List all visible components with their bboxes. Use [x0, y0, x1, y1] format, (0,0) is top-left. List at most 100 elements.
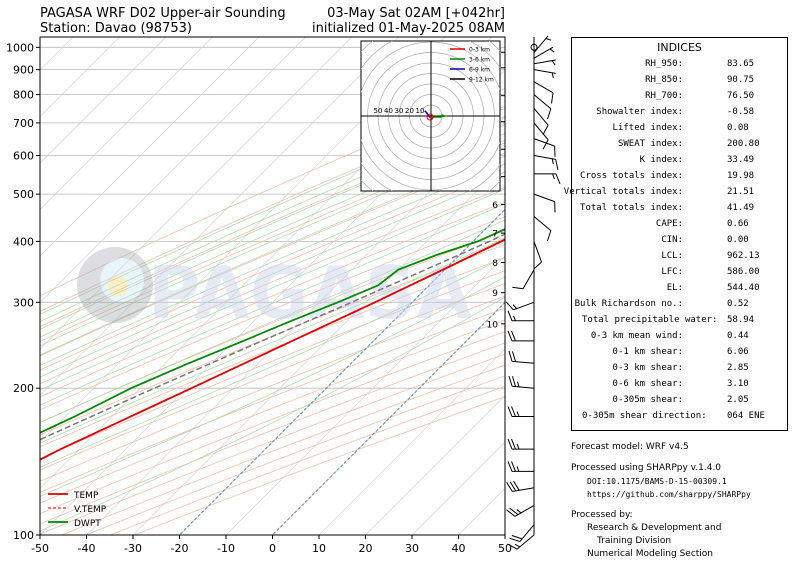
doi-text: DOI:10.1175/BAMS-D-15-00309.1 — [571, 475, 801, 488]
model-text: Forecast model: WRF v4.5 — [571, 441, 801, 454]
hodograph-legend-label: 3-6 km — [469, 57, 490, 64]
index-label: Total totals index: — [580, 200, 683, 216]
title-right-line2: initialized 01-May-2025 08AM — [312, 21, 505, 36]
wind-barb — [508, 439, 534, 449]
height-tick-label: 6 — [492, 201, 498, 211]
title-left-line2: Station: Davao (98753) — [40, 21, 286, 36]
index-row: 0-3 km mean wind: 0.44 — [572, 328, 787, 344]
pressure-tick-label: 300 — [13, 296, 34, 309]
index-row: Showalter index:-0.58 — [572, 104, 787, 120]
index-row: 0-305m shear direction:064 ENE — [572, 408, 787, 424]
x-tick-label: 0 — [269, 542, 276, 555]
pressure-tick-label: 400 — [13, 235, 34, 248]
index-row: CAPE: 0.66 — [572, 216, 787, 232]
wind-barb — [508, 461, 534, 471]
index-label: RH_850: — [645, 72, 683, 88]
index-value: 0.00 — [727, 232, 749, 248]
x-tick-label: 10 — [312, 542, 326, 555]
index-label: 0-3 km mean wind: — [591, 328, 683, 344]
index-value: 0.44 — [727, 328, 749, 344]
x-tick-label: 50 — [498, 542, 512, 555]
sharppy-url-text: https://github.com/sharppy/SHARPpy — [571, 488, 801, 501]
processed-by-text: Processed by: — [571, 509, 801, 522]
height-tick-label: 9 — [492, 289, 498, 299]
hodograph-ring-label: 10 — [416, 107, 425, 115]
height-tick-label: 8 — [492, 259, 498, 269]
index-label: Total precipitable water: — [582, 312, 717, 328]
watermark-text: PAGASA — [148, 251, 473, 335]
hodograph-ring-label: 20 — [405, 107, 414, 115]
index-label: 0-305m shear: — [613, 392, 683, 408]
wind-barb — [508, 351, 535, 363]
index-value: 0.52 — [727, 296, 749, 312]
index-label: Vertical totals index: — [564, 184, 683, 200]
title-left-line1: PAGASA WRF D02 Upper-air Sounding — [40, 6, 286, 21]
hodograph-ring-label: 50 — [374, 107, 383, 115]
index-row: EL: 544.40 — [572, 280, 787, 296]
height-tick-label: 10 — [487, 320, 499, 330]
pressure-tick-label: 900 — [13, 64, 34, 77]
index-value: 21.51 — [727, 184, 754, 200]
index-value: 2.05 — [727, 392, 749, 408]
x-tick-label: -30 — [124, 542, 142, 555]
legend-label: V.TEMP — [74, 505, 107, 515]
wind-barb — [507, 478, 534, 492]
x-tick-label: 20 — [359, 542, 373, 555]
x-tick-label: 30 — [405, 542, 419, 555]
division-line1: Research & Development and — [571, 522, 801, 535]
height-tick-label: 7 — [492, 230, 498, 240]
index-value: 2.85 — [727, 360, 749, 376]
wind-barb — [533, 70, 556, 79]
section-text: Numerical Modeling Section — [571, 548, 801, 561]
index-value: 6.06 — [727, 344, 749, 360]
indices-header: INDICES — [572, 41, 787, 54]
index-label: CIN: — [661, 232, 683, 248]
index-row: 0-6 km shear:3.10 — [572, 376, 787, 392]
title-right: 03-May Sat 02AM [+042hr] initialized 01-… — [312, 6, 505, 36]
index-value: -0.58 — [727, 104, 754, 120]
wind-barb — [528, 95, 554, 119]
index-value: 90.75 — [727, 72, 754, 88]
index-label: Cross totals index: — [580, 168, 683, 184]
index-label: RH_700: — [645, 88, 683, 104]
index-label: CAPE: — [656, 216, 683, 232]
index-row: Lifted index:0.08 — [572, 120, 787, 136]
index-row: Total totals index:41.49 — [572, 200, 787, 216]
x-tick-label: -10 — [217, 542, 235, 555]
hodograph-legend-label: 0-3 km — [469, 47, 490, 54]
wind-barb — [510, 518, 534, 544]
index-value: 544.40 — [727, 280, 760, 296]
index-row: 0-1 km shear: 6.06 — [572, 344, 787, 360]
hodograph-legend-label: 6-9 km — [469, 67, 490, 74]
index-label: K index: — [640, 152, 683, 168]
wind-barb — [534, 60, 557, 69]
wind-barb — [508, 376, 535, 388]
index-row: RH_850: 90.75 — [572, 72, 787, 88]
pressure-tick-label: 1000 — [6, 41, 34, 54]
index-label: RH_950: — [645, 56, 683, 72]
index-row: Cross totals index:19.98 — [572, 168, 787, 184]
wind-barb — [526, 108, 550, 134]
wind-barb — [506, 497, 534, 519]
wind-barb — [531, 194, 559, 212]
title-right-line1: 03-May Sat 02AM [+042hr] — [312, 6, 505, 21]
footer-info: Forecast model: WRF v4.5 Processed using… — [571, 441, 801, 561]
processed-using-text: Processed using SHARPpy v.1.4.0 — [571, 462, 801, 475]
index-value: 83.65 — [727, 56, 754, 72]
index-row: Bulk Richardson no.:0.52 — [572, 296, 787, 312]
wind-barb — [534, 174, 560, 184]
wind-barb — [508, 331, 534, 341]
index-label: 0-1 km shear: — [613, 344, 683, 360]
hodograph-legend-label: 9-12 km — [469, 77, 494, 84]
index-label: EL: — [667, 280, 683, 296]
index-value: 0.66 — [727, 216, 749, 232]
wind-barb — [528, 217, 554, 241]
watermark-logo-icon — [77, 247, 153, 323]
index-row: 0-305m shear: 2.05 — [572, 392, 787, 408]
index-row: Total precipitable water:58.94 — [572, 312, 787, 328]
pressure-tick-label: 600 — [13, 150, 34, 163]
title-left: PAGASA WRF D02 Upper-air Sounding Statio… — [40, 6, 286, 36]
